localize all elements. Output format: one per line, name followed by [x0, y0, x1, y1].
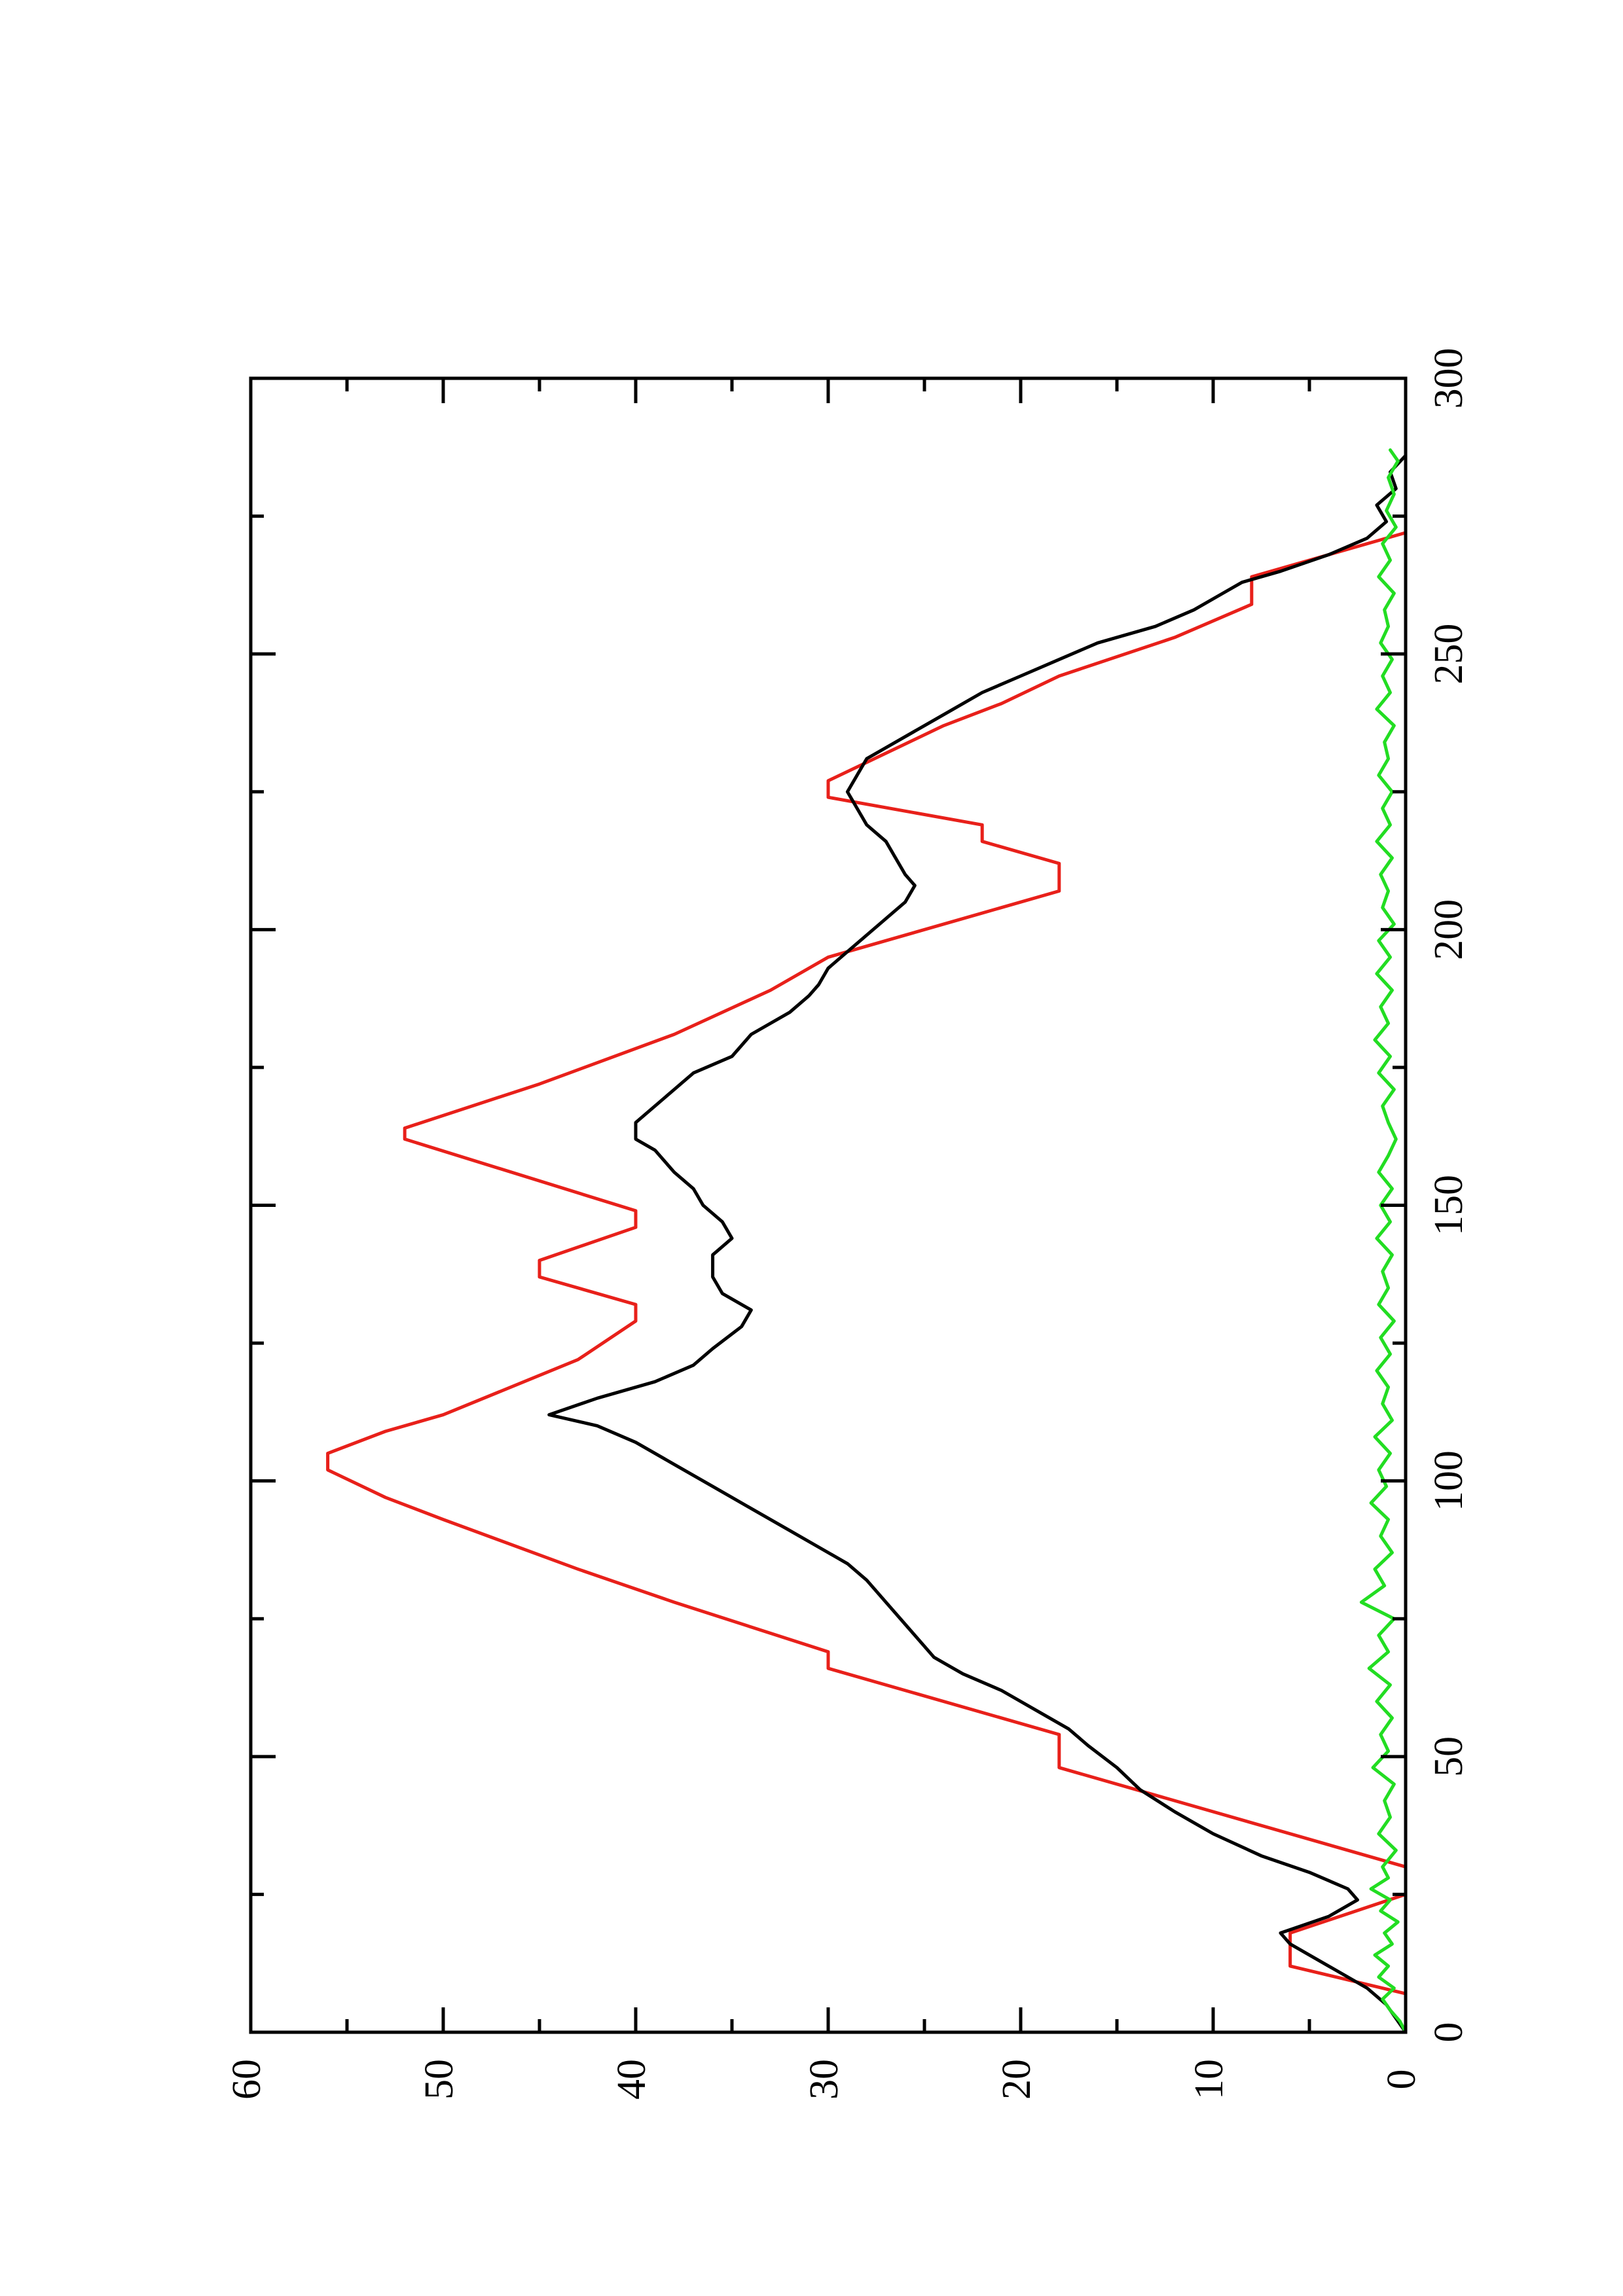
y-tick-label: 50	[417, 2059, 462, 2100]
y-tick-label: 20	[994, 2059, 1039, 2100]
x-tick-label: 250	[1427, 624, 1471, 685]
x-tick-label: 150	[1427, 1175, 1471, 1236]
x-tick-label: 100	[1427, 1450, 1471, 1511]
x-tick-label: 200	[1427, 899, 1471, 960]
y-tick-label: 60	[225, 2059, 269, 2100]
label-layer: 0 50 100 150 200 250 300 0 10 20 30 40 50 60	[225, 348, 1471, 2100]
y-tick-label: 0	[1379, 2070, 1424, 2090]
series-layer	[326, 448, 1408, 2034]
series-line-3	[1359, 448, 1408, 2034]
y-tick-label: 10	[1187, 2059, 1231, 2100]
y-tick-label: 30	[802, 2059, 847, 2100]
tick-layer	[249, 376, 1408, 2034]
x-tick-label: 0	[1427, 2022, 1471, 2043]
series-line-2	[547, 454, 1408, 2034]
x-tick-label: 50	[1427, 1736, 1471, 1777]
x-tick-label: 300	[1427, 348, 1471, 409]
series-line-1	[326, 531, 1408, 2034]
y-tick-label: 40	[610, 2059, 654, 2100]
